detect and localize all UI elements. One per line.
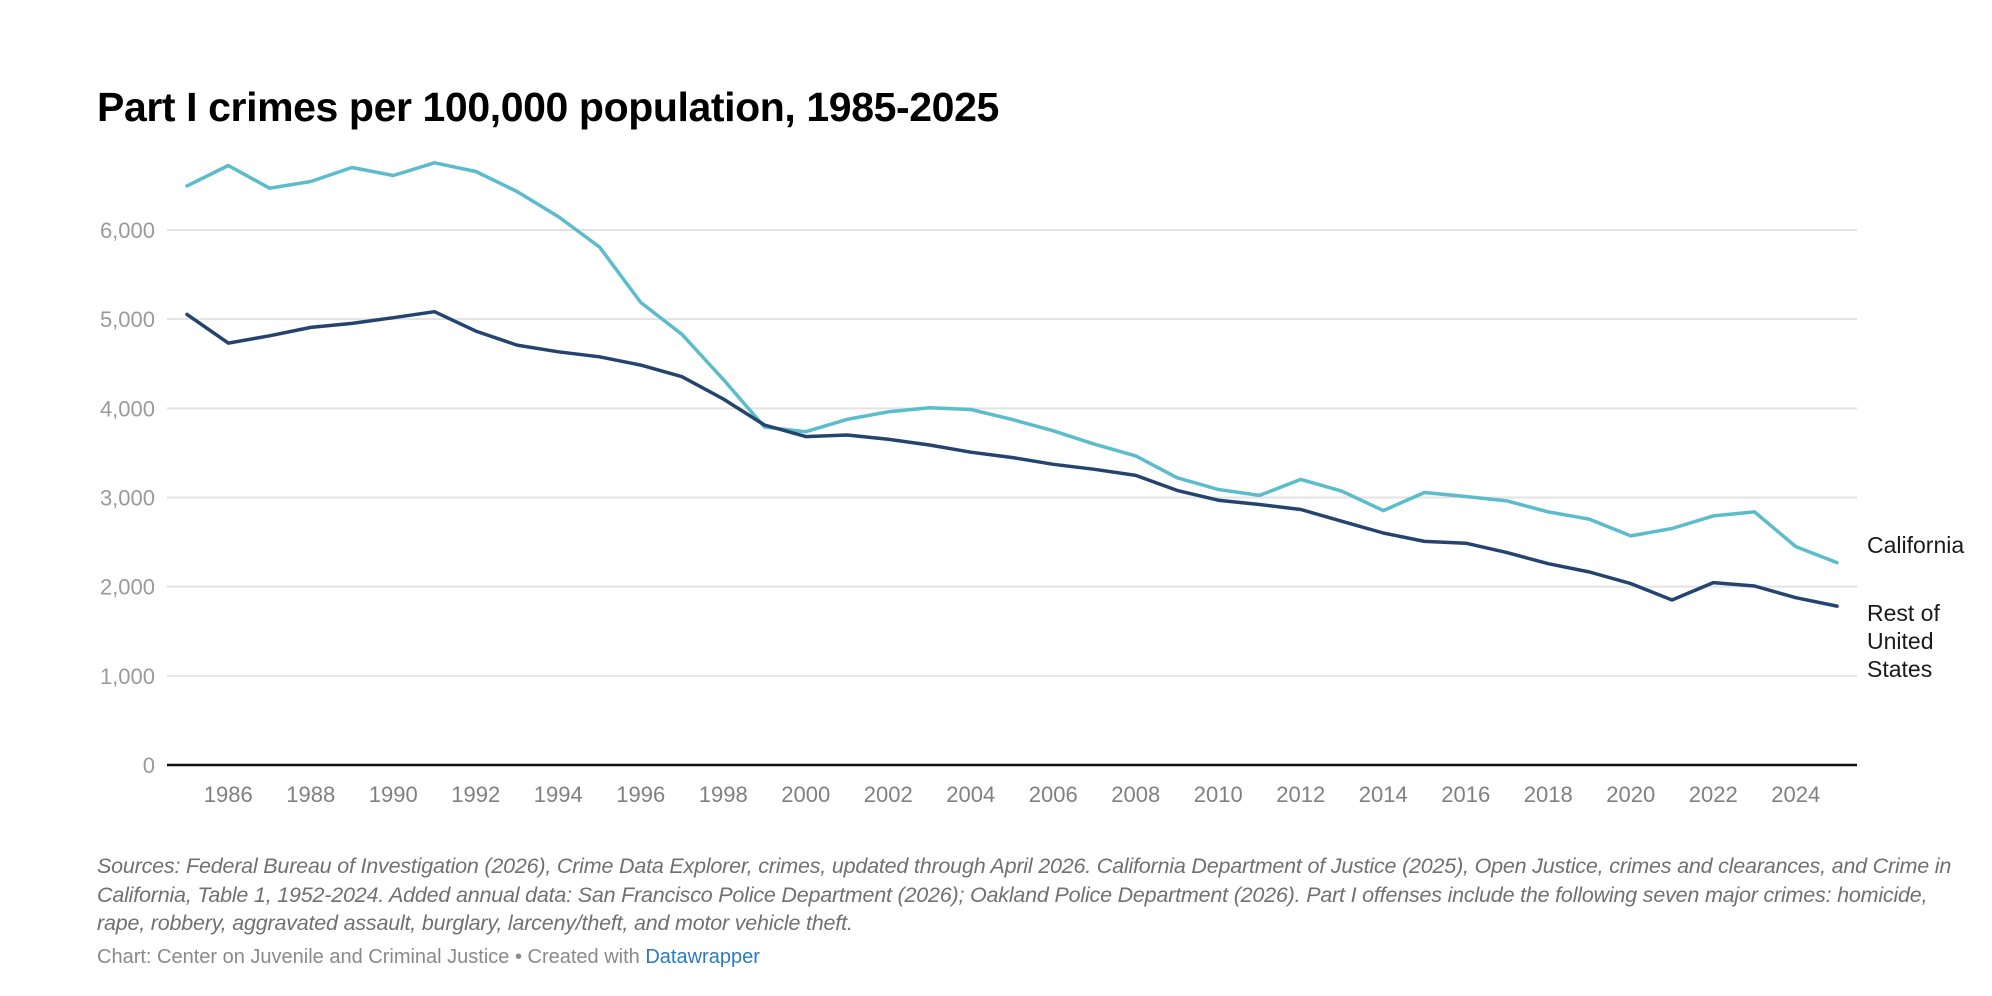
series-label-california: California — [1867, 532, 1964, 558]
x-tick-label: 2008 — [1111, 782, 1160, 807]
x-tick-label: 1998 — [699, 782, 748, 807]
y-tick-label: 3,000 — [100, 485, 155, 510]
x-tick-label: 1996 — [616, 782, 665, 807]
x-tick-label: 2002 — [864, 782, 913, 807]
x-tick-label: 1994 — [534, 782, 583, 807]
x-tick-label: 2006 — [1029, 782, 1078, 807]
x-tick-label: 2010 — [1194, 782, 1243, 807]
y-tick-label: 5,000 — [100, 307, 155, 332]
x-tick-label: 1988 — [286, 782, 335, 807]
x-tick-label: 2020 — [1606, 782, 1655, 807]
x-tick-label: 1992 — [451, 782, 500, 807]
x-tick-label: 2024 — [1771, 782, 1820, 807]
y-tick-label: 2,000 — [100, 575, 155, 600]
x-tick-label: 2014 — [1359, 782, 1408, 807]
x-tick-label: 2012 — [1276, 782, 1325, 807]
x-tick-label: 2016 — [1441, 782, 1490, 807]
byline: Chart: Center on Juvenile and Criminal J… — [97, 946, 760, 969]
x-tick-label: 2000 — [781, 782, 830, 807]
x-tick-label: 2004 — [946, 782, 995, 807]
y-axis-ticks: 0 1,000 2,000 3,000 4,000 5,000 6,000 — [100, 218, 155, 778]
series-labels: California Rest of United States — [1867, 532, 1964, 682]
y-tick-label: 1,000 — [100, 664, 155, 689]
series-lines — [185, 161, 1839, 608]
y-tick-label: 6,000 — [100, 218, 155, 243]
y-tick-label: 4,000 — [100, 396, 155, 421]
x-axis-ticks: 1986 1988 1990 1992 1994 1996 1998 2000 2002 2004… — [204, 782, 1820, 807]
x-tick-label: 1990 — [369, 782, 418, 807]
series-label-rest-of-united-states: Rest of United States — [1867, 600, 1940, 682]
byline-text: Chart: Center on Juvenile and Criminal J… — [97, 946, 646, 968]
chart-title: Part I crimes per 100,000 population, 19… — [97, 84, 999, 130]
datawrapper-link[interactable]: Datawrapper — [645, 946, 760, 968]
x-tick-label: 2022 — [1689, 782, 1738, 807]
gridlines — [167, 228, 1857, 677]
source-notes: Sources: Federal Bureau of Investigation… — [97, 854, 1952, 935]
x-tick-label: 1986 — [204, 782, 253, 807]
y-tick-label: 0 — [143, 753, 155, 778]
x-tick-label: 2018 — [1524, 782, 1573, 807]
series-line-rest-of-united-states — [185, 309, 1839, 608]
series-line-california — [185, 161, 1839, 565]
